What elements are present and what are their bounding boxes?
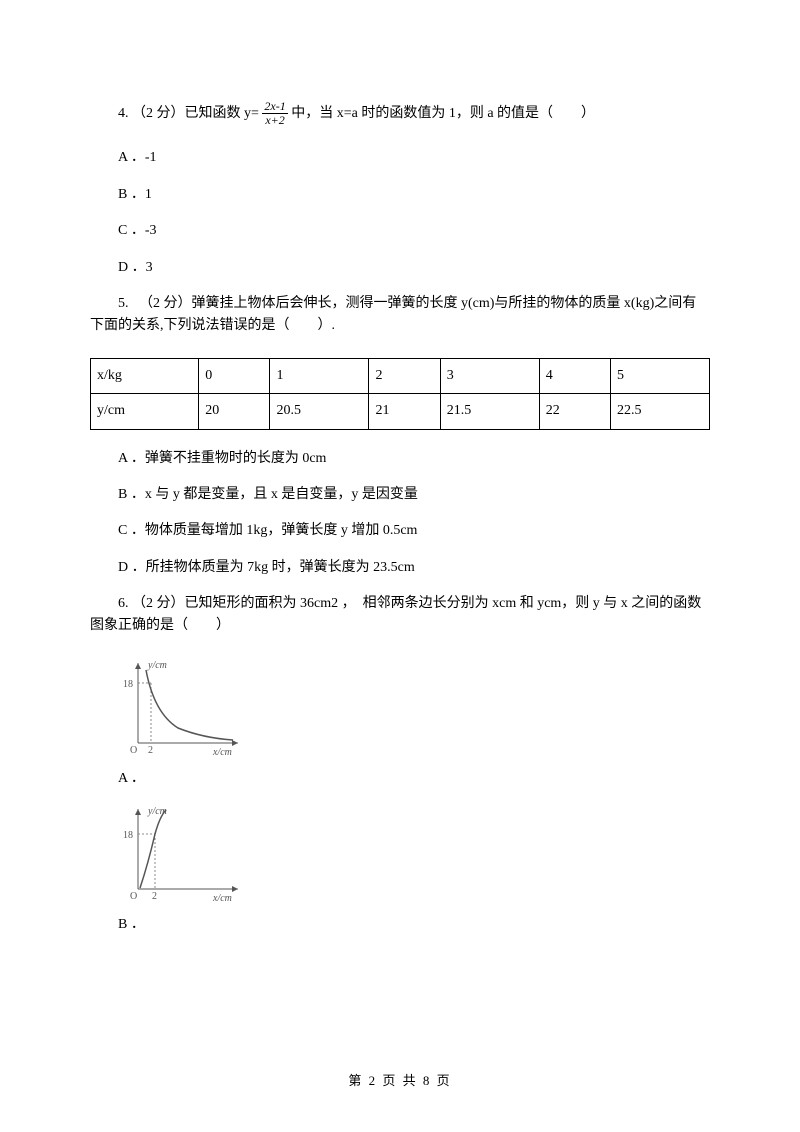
origin-label: O <box>130 745 137 756</box>
table-cell: 4 <box>539 358 610 393</box>
tick-y: 18 <box>123 679 133 690</box>
table-cell: 20 <box>199 394 270 429</box>
table-row: x/kg 0 1 2 3 4 5 <box>91 358 710 393</box>
q5-option-c: C ．物体质量每增加 1kg，弹簧长度 y 增加 0.5cm <box>90 520 710 542</box>
table-cell: 21 <box>369 394 440 429</box>
tick-y: 18 <box>123 830 133 841</box>
q5-option-b: B ．x 与 y 都是变量，且 x 是自变量，y 是因变量 <box>90 484 710 506</box>
q6-graph-b: y/cm 18 O 2 x/cm <box>118 804 248 914</box>
q4-text-before: 4. （2 分）已知函数 y= <box>118 106 259 121</box>
question-6: 6. （2 分）已知矩形的面积为 36cm2 ， 相邻两条边长分别为 xcm 和… <box>90 593 710 638</box>
q5-table: x/kg 0 1 2 3 4 5 y/cm 20 20.5 21 21.5 22… <box>90 358 710 430</box>
q6-option-b-row: y/cm 18 O 2 x/cm B ． <box>90 804 710 936</box>
q5-option-a: A ．弹簧不挂重物时的长度为 0cm <box>90 448 710 470</box>
q4-frac-num: 2x-1 <box>262 100 287 114</box>
table-cell: x/kg <box>91 358 199 393</box>
table-cell: 21.5 <box>440 394 539 429</box>
q4-option-c: C ．-3 <box>90 220 710 242</box>
tick-x: 2 <box>148 745 153 756</box>
axis-y-label: y/cm <box>147 660 167 671</box>
axis-x-label: x/cm <box>212 747 232 758</box>
axis-y-label: y/cm <box>147 806 167 817</box>
q6-text: 6. （2 分）已知矩形的面积为 36cm2 ， 相邻两条边长分别为 xcm 和… <box>90 596 701 633</box>
q5-option-d: D ．所挂物体质量为 7kg 时，弹簧长度为 23.5cm <box>90 557 710 579</box>
q4-frac-den: x+2 <box>262 114 287 127</box>
q4-option-d: D ．3 <box>90 257 710 279</box>
q6-graph-a: y/cm 18 O 2 x/cm <box>118 658 248 768</box>
q6-option-a-label: A ． <box>118 768 145 790</box>
q4-fraction: 2x-1 x+2 <box>262 100 287 127</box>
table-cell: 0 <box>199 358 270 393</box>
q4-text-after: 中，当 x=a 时的函数值为 1，则 a 的值是（ ） <box>291 106 595 121</box>
page-footer: 第 2 页 共 8 页 <box>0 1071 800 1092</box>
page: 4. （2 分）已知函数 y= 2x-1 x+2 中，当 x=a 时的函数值为 … <box>0 0 800 1132</box>
q4-option-a: A ．-1 <box>90 147 710 169</box>
q5-text: 5. （2 分）弹簧挂上物体后会伸长，测得一弹簧的长度 y(cm)与所挂的物体的… <box>90 296 696 333</box>
table-row: y/cm 20 20.5 21 21.5 22 22.5 <box>91 394 710 429</box>
q6-option-a-row: y/cm 18 O 2 x/cm A ． <box>90 658 710 790</box>
table-cell: 20.5 <box>270 394 369 429</box>
q4-option-b: B ．1 <box>90 184 710 206</box>
table-cell: 22.5 <box>610 394 709 429</box>
table-cell: 3 <box>440 358 539 393</box>
table-cell: 5 <box>610 358 709 393</box>
q6-option-b-label: B ． <box>118 914 145 936</box>
question-4: 4. （2 分）已知函数 y= 2x-1 x+2 中，当 x=a 时的函数值为 … <box>90 100 710 127</box>
table-cell: 22 <box>539 394 610 429</box>
table-cell: 1 <box>270 358 369 393</box>
origin-label: O <box>130 891 137 902</box>
question-5: 5. （2 分）弹簧挂上物体后会伸长，测得一弹簧的长度 y(cm)与所挂的物体的… <box>90 293 710 338</box>
table-cell: 2 <box>369 358 440 393</box>
tick-x: 2 <box>152 891 157 902</box>
axis-x-label: x/cm <box>212 893 232 904</box>
table-cell: y/cm <box>91 394 199 429</box>
